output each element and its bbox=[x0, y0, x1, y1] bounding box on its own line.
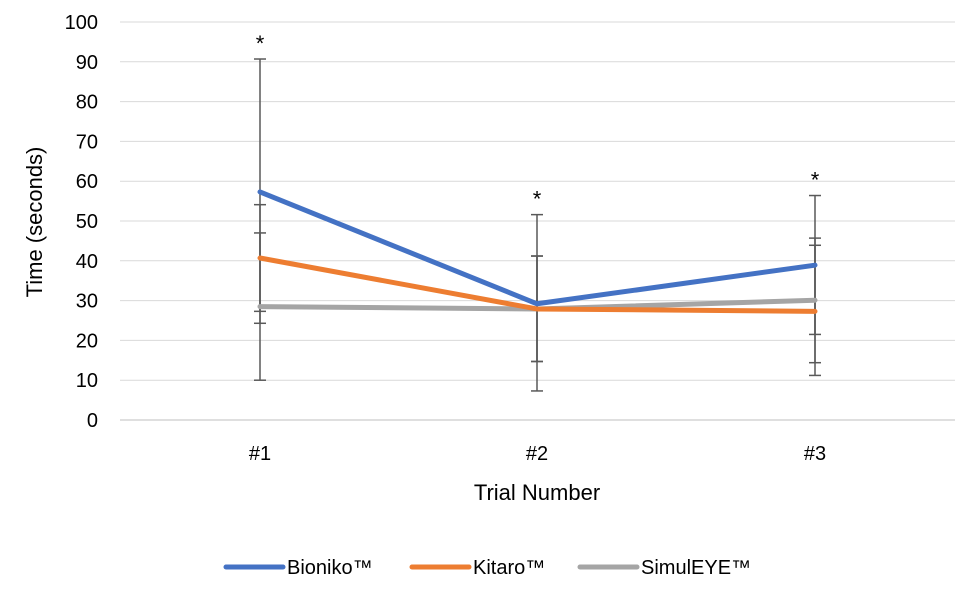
significance-asterisk: * bbox=[811, 168, 820, 193]
y-axis-title: Time (seconds) bbox=[22, 147, 47, 298]
significance-markers: * * * bbox=[256, 31, 820, 212]
y-tick-labels: 0 10 20 30 40 50 60 70 80 90 100 bbox=[65, 12, 98, 432]
legend-label: Bioniko™ bbox=[287, 557, 373, 579]
legend: Bioniko™ Kitaro™ SimulEYE™ bbox=[223, 557, 751, 579]
y-tick-label: 10 bbox=[76, 370, 98, 392]
y-tick-label: 40 bbox=[76, 251, 98, 273]
x-tick-label: #2 bbox=[526, 443, 548, 465]
series-line bbox=[257, 255, 818, 314]
y-tick-label: 80 bbox=[76, 92, 98, 114]
significance-asterisk: * bbox=[256, 31, 265, 56]
y-tick-label: 100 bbox=[65, 12, 98, 34]
x-tick-label: #3 bbox=[804, 443, 826, 465]
legend-label: SimulEYE™ bbox=[641, 557, 751, 579]
y-tick-label: 20 bbox=[76, 330, 98, 352]
x-axis-title: Trial Number bbox=[474, 480, 600, 505]
significance-asterisk: * bbox=[533, 187, 542, 212]
y-tick-label: 30 bbox=[76, 291, 98, 313]
legend-label: Kitaro™ bbox=[473, 557, 545, 579]
y-tick-label: 50 bbox=[76, 211, 98, 233]
series-line bbox=[257, 189, 818, 307]
y-tick-label: 70 bbox=[76, 131, 98, 153]
y-tick-label: 0 bbox=[87, 410, 98, 432]
x-tick-labels: #1 #2 #3 bbox=[249, 443, 826, 465]
y-tick-label: 60 bbox=[76, 171, 98, 193]
x-tick-label: #1 bbox=[249, 443, 271, 465]
y-tick-label: 90 bbox=[76, 52, 98, 74]
series-lines bbox=[257, 189, 818, 314]
